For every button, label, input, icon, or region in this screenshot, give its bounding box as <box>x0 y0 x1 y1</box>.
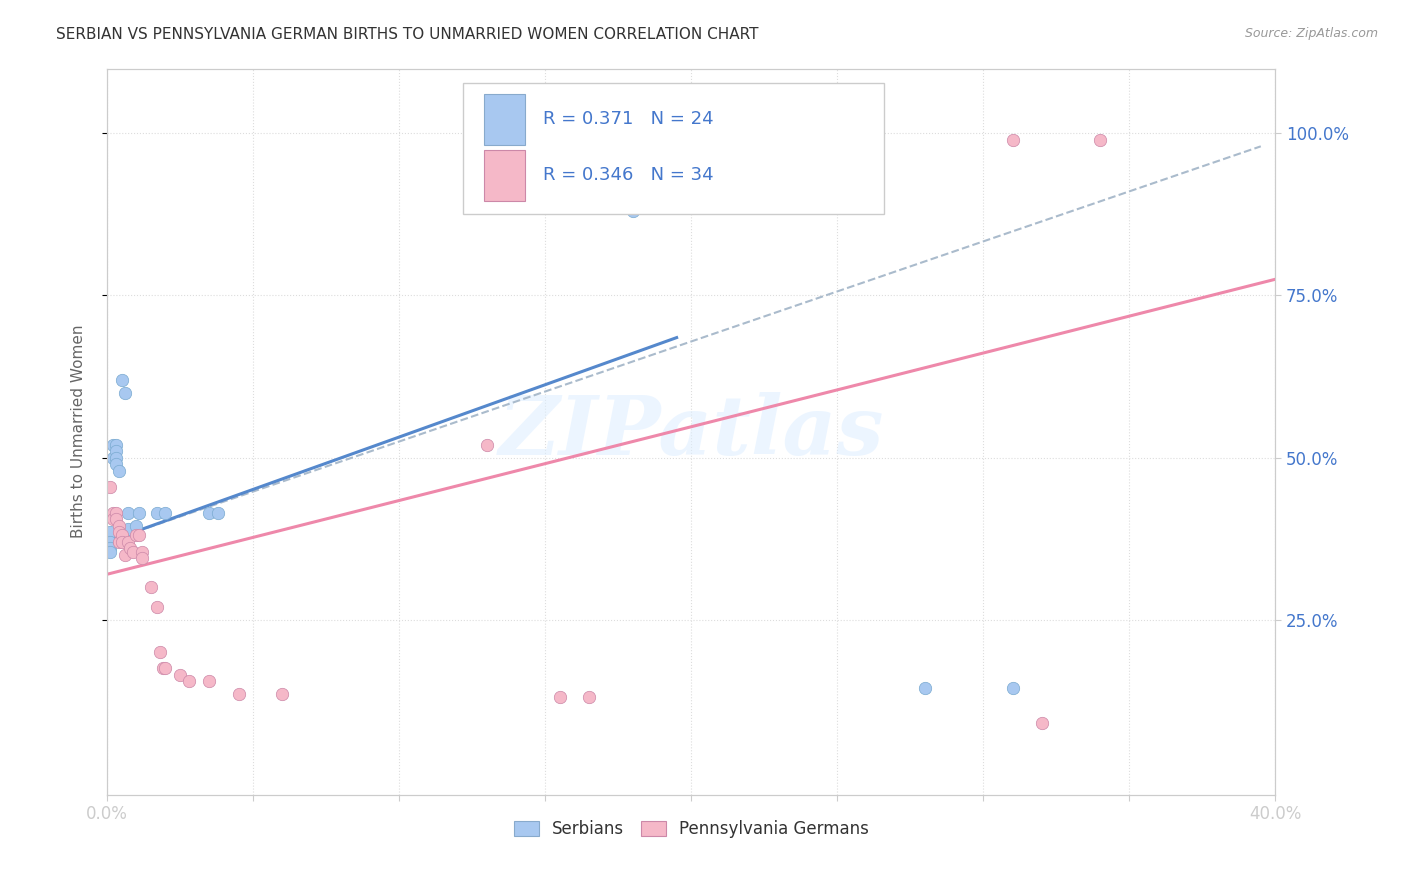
Point <box>169 667 191 681</box>
Point <box>107 525 129 540</box>
Point <box>98 480 121 494</box>
Point <box>621 204 644 219</box>
Point <box>107 534 129 549</box>
Point <box>207 506 229 520</box>
Point <box>548 690 571 705</box>
Point <box>98 544 121 558</box>
Point <box>128 506 150 520</box>
Point <box>198 674 221 689</box>
Point <box>152 661 174 675</box>
Point <box>155 661 177 675</box>
Text: R = 0.371   N = 24: R = 0.371 N = 24 <box>543 111 713 128</box>
Point <box>1088 133 1111 147</box>
Point <box>145 599 167 614</box>
Point <box>101 506 124 520</box>
Point <box>122 544 145 558</box>
Text: R = 0.346   N = 34: R = 0.346 N = 34 <box>543 166 713 185</box>
Point <box>104 506 127 520</box>
Point <box>125 518 148 533</box>
Point <box>177 674 200 689</box>
Point <box>475 437 498 451</box>
Point <box>271 687 294 701</box>
Point <box>104 457 127 471</box>
Point <box>117 534 139 549</box>
Point <box>104 450 127 465</box>
Point <box>101 512 124 526</box>
Point <box>1031 716 1053 731</box>
Text: ZIPatlas: ZIPatlas <box>499 392 884 472</box>
Point <box>145 506 167 520</box>
Point <box>149 645 172 659</box>
Point <box>198 506 221 520</box>
Y-axis label: Births to Unmarried Women: Births to Unmarried Women <box>72 325 86 539</box>
Point <box>107 463 129 477</box>
Point <box>104 512 127 526</box>
Point <box>107 518 129 533</box>
Point <box>114 548 136 562</box>
Point <box>131 551 153 566</box>
Point <box>104 444 127 458</box>
Point <box>228 687 250 701</box>
Point <box>98 525 121 540</box>
Point <box>101 437 124 451</box>
Point <box>98 534 121 549</box>
Text: Source: ZipAtlas.com: Source: ZipAtlas.com <box>1244 27 1378 40</box>
Point <box>914 681 936 695</box>
Point <box>117 506 139 520</box>
Point <box>117 522 139 536</box>
Point <box>98 541 121 556</box>
Point <box>111 528 134 542</box>
Point <box>114 385 136 400</box>
Point <box>1001 133 1024 147</box>
Point <box>1001 681 1024 695</box>
Point <box>131 544 153 558</box>
Point <box>111 373 134 387</box>
Point <box>104 437 127 451</box>
Point <box>120 541 142 556</box>
Point <box>125 528 148 542</box>
Point <box>101 450 124 465</box>
FancyBboxPatch shape <box>485 94 526 145</box>
Text: SERBIAN VS PENNSYLVANIA GERMAN BIRTHS TO UNMARRIED WOMEN CORRELATION CHART: SERBIAN VS PENNSYLVANIA GERMAN BIRTHS TO… <box>56 27 759 42</box>
Point <box>155 506 177 520</box>
FancyBboxPatch shape <box>464 83 884 214</box>
Point <box>128 528 150 542</box>
Legend: Serbians, Pennsylvania Germans: Serbians, Pennsylvania Germans <box>508 814 876 845</box>
FancyBboxPatch shape <box>485 150 526 201</box>
Point <box>139 580 162 594</box>
Point <box>578 690 600 705</box>
Point <box>111 534 134 549</box>
